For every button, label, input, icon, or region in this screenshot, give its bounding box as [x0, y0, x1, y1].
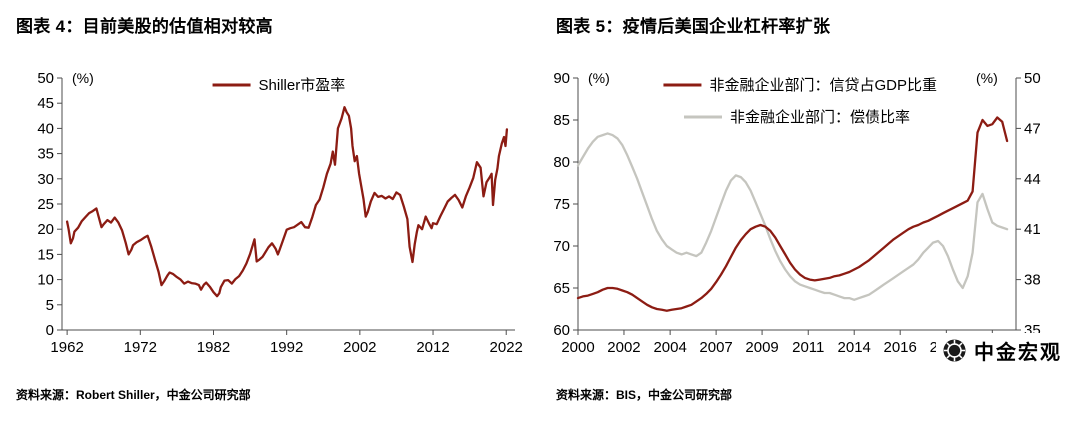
x-axis-label: 2000	[561, 339, 594, 356]
figure-4: 图表 4：目前美股的估值相对较高 0 5 10 15 20 25 30 35 40 45 50 196…	[16, 17, 523, 402]
figure-5-title: 图表 5：疫情后美国企业杠杆率扩张	[556, 17, 831, 36]
y-axis-left-label: 60	[553, 322, 570, 339]
y-axis-left-label: 50	[37, 70, 54, 87]
x-axis-label: 1962	[50, 339, 83, 356]
series-line-gray	[576, 132, 1009, 301]
series-line-red	[65, 106, 509, 298]
figure-5-source: 资料来源：BIS，中金公司研究部	[556, 388, 733, 402]
y-axis-left-label: 30	[37, 171, 54, 188]
y-axis-right-label: 44	[1024, 171, 1041, 188]
watermark-text: 中金宏观	[974, 342, 1062, 364]
figure-4-title: 图表 4：目前美股的估值相对较高	[16, 17, 273, 36]
figure-5: 图表 5：疫情后美国企业杠杆率扩张 60 65 70 75 80 85 90 35 38 41 44…	[540, 0, 1080, 424]
y-axis-left-label: 40	[37, 120, 54, 137]
y-axis-left-label: 75	[553, 196, 570, 213]
x-axis-label: 2011	[792, 339, 824, 356]
y-axis-right-label: 50	[1024, 70, 1041, 87]
y-axis-left-label: 0	[46, 322, 54, 339]
unit-label-right: (%)	[976, 70, 998, 86]
shiller-pe-chart: 0 5 10 15 20 25 30 35 40 45 50 1962 1972 1982 1992 2002…	[37, 70, 523, 356]
x-axis-label: 1972	[124, 339, 157, 356]
x-axis-label: 2007	[699, 339, 732, 356]
x-axis-label: 1982	[197, 339, 230, 356]
x-axis-label: 1992	[270, 339, 303, 356]
unit-label-left: (%)	[588, 70, 610, 86]
y-axis-left-label: 35	[37, 146, 54, 163]
y-axis-right-label: 41	[1024, 221, 1041, 238]
figure-4-source: 资料来源：Robert Shiller，中金公司研究部	[16, 388, 251, 402]
legend-label: Shiller市盈率	[259, 77, 346, 94]
x-axis-label: 2004	[653, 339, 686, 356]
series-line-red	[576, 116, 1009, 312]
x-axis-label: 2002	[343, 339, 376, 356]
legend-label: 非金融企业部门：偿债比率	[730, 108, 910, 126]
cicc-watermark: 中金宏观	[936, 333, 1068, 368]
y-axis-right-label: 47	[1024, 120, 1041, 137]
x-axis-label: 2016	[883, 339, 916, 356]
x-axis-label: 2014	[838, 339, 871, 356]
unit-label-left: (%)	[72, 70, 94, 86]
y-axis-left-label: 45	[37, 95, 54, 112]
legend-label: 非金融企业部门：信贷占GDP比重	[709, 76, 937, 94]
y-axis-left-label: 10	[37, 272, 54, 289]
y-axis-left-label: 5	[46, 297, 54, 314]
x-axis-label: 2002	[607, 339, 640, 356]
y-axis-left-label: 20	[37, 221, 54, 238]
x-axis-label: 2009	[745, 339, 778, 356]
y-axis-left-label: 15	[37, 246, 54, 263]
x-axis-label: 2012	[416, 339, 449, 356]
x-axis-label: 2022	[490, 339, 523, 356]
cicc-compass-icon	[943, 339, 966, 362]
y-axis-left-label: 65	[553, 280, 570, 297]
y-axis-left-label: 85	[553, 112, 570, 129]
y-axis-right-label: 38	[1024, 272, 1041, 289]
y-axis-left-label: 80	[553, 154, 570, 171]
y-axis-left-label: 25	[37, 196, 54, 213]
y-axis-left-label: 90	[553, 70, 570, 87]
y-axis-left-label: 70	[553, 238, 570, 255]
